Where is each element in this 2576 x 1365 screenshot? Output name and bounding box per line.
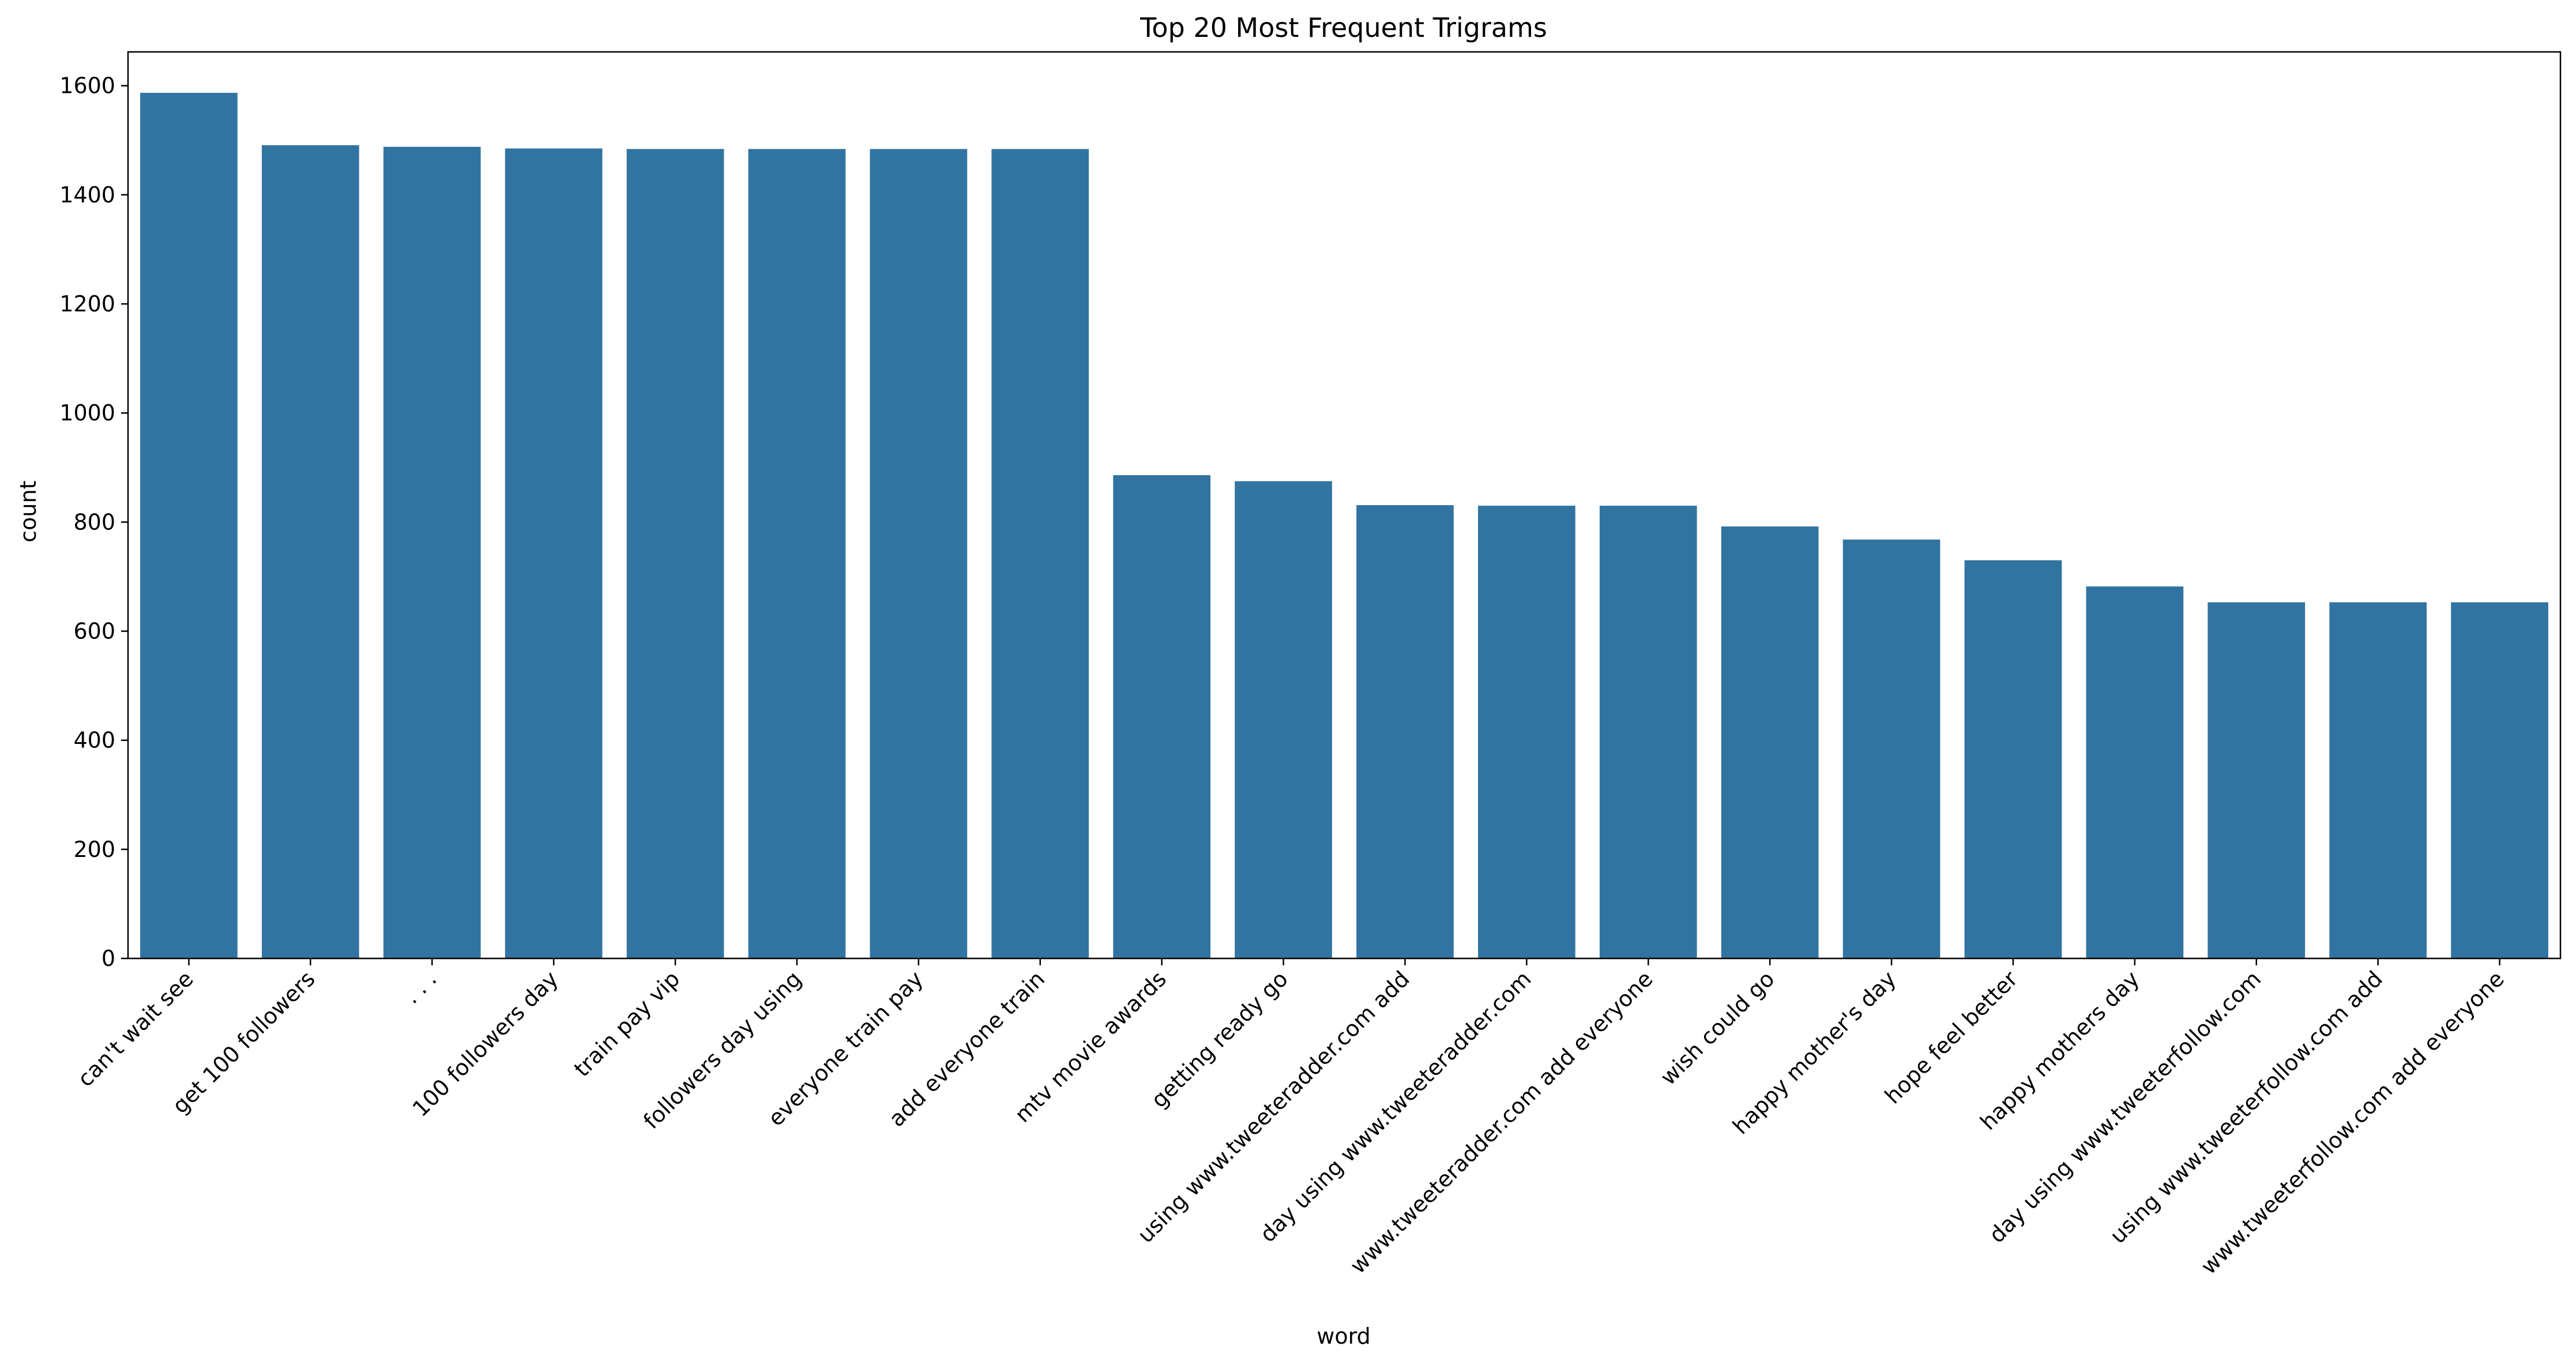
bar-11 (1477, 505, 1575, 958)
chart-title: Top 20 Most Frequent Trigrams (1140, 12, 1547, 43)
bar-0 (140, 92, 238, 959)
bar-7 (991, 149, 1089, 958)
bar-4 (626, 149, 724, 958)
x-tick-label: getting ready go (1146, 966, 1293, 1112)
y-tick-label: 800 (73, 509, 115, 535)
x-axis-label: word (1317, 1323, 1370, 1349)
bar-14 (1842, 539, 1941, 958)
bar-6 (870, 149, 968, 958)
y-tick-label: 600 (73, 618, 115, 644)
x-tick-label: . . . (399, 966, 442, 1009)
bar-16 (2086, 586, 2184, 958)
y-axis-ticks: 0 200 400 600 800 1000 1200 1400 1600 (59, 73, 128, 971)
bar-9 (1235, 481, 1332, 958)
y-axis-label: count (16, 480, 41, 542)
bar-2 (383, 146, 481, 958)
bar-1 (261, 145, 359, 958)
bar-13 (1721, 526, 1819, 958)
y-tick-label: 1200 (59, 291, 115, 317)
x-tick-label: wish could go (1656, 966, 1780, 1090)
x-tick-label: using www.tweeteradder.com add (1133, 966, 1415, 1248)
x-tick-label: train pay vip (569, 966, 685, 1082)
x-tick-label: can't wait see (73, 966, 198, 1092)
x-tick-label: day using www.tweeterfollow.com (1984, 966, 2266, 1248)
y-tick-label: 0 (101, 946, 115, 971)
x-tick-label: hope feel better (1880, 966, 2023, 1109)
y-tick-label: 200 (73, 837, 115, 862)
bar-15 (1964, 560, 2062, 958)
bar-3 (505, 148, 603, 958)
bar-8 (1113, 475, 1211, 958)
bar-17 (2208, 602, 2306, 958)
bar-5 (748, 149, 846, 958)
y-tick-label: 1600 (59, 73, 115, 99)
y-tick-label: 1000 (59, 400, 115, 426)
bar-12 (1599, 505, 1697, 958)
y-tick-label: 400 (73, 728, 115, 753)
y-tick-label: 1400 (59, 182, 115, 208)
x-tick-label: day using www.tweeteradder.com (1255, 966, 1536, 1247)
bar-18 (2329, 602, 2427, 958)
bar-10 (1356, 505, 1454, 958)
x-tick-label: using www.tweeterfollow.com add (2105, 966, 2387, 1249)
bar-19 (2451, 602, 2548, 958)
plot-frame (127, 51, 2562, 960)
bars-group (140, 92, 2548, 959)
